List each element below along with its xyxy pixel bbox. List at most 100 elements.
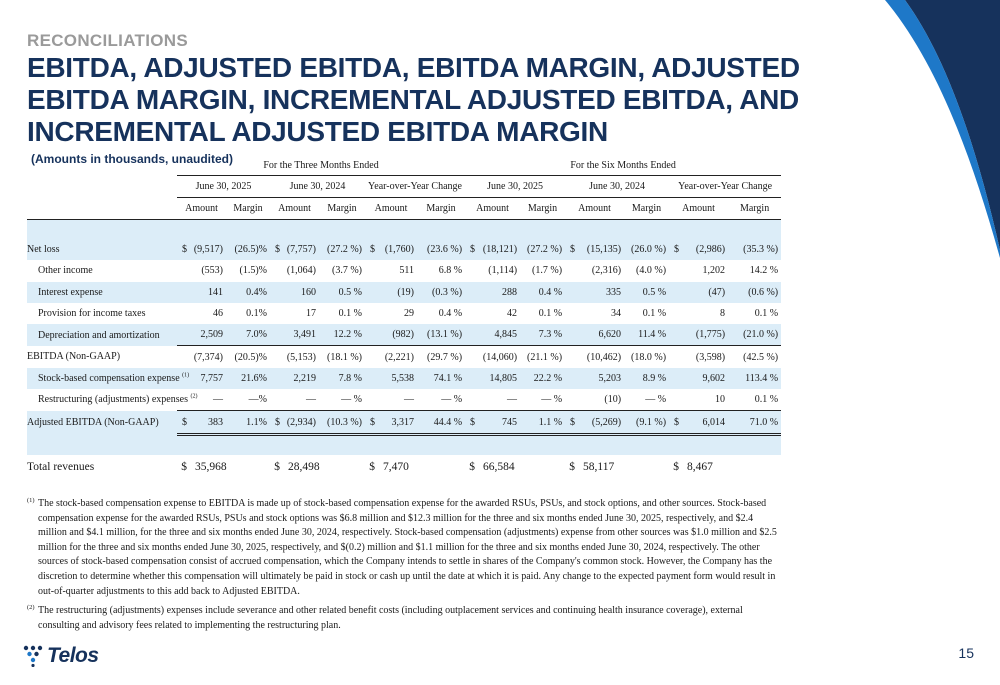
currency-cell [669, 367, 682, 390]
amount-cell: 28,498 [288, 460, 320, 473]
logo-wordmark: Telos [47, 644, 99, 667]
telos-logo-icon [23, 645, 43, 667]
reconciliation-table: For the Three Months Ended For the Six Mo… [27, 156, 782, 479]
group-header: June 30, 2025 [177, 175, 270, 198]
currency-cell [565, 367, 578, 390]
currency-cell [177, 367, 189, 390]
amount-cell: 5,203 [577, 367, 625, 390]
amount-cell: (10) [577, 389, 625, 412]
currency-cell: $ [569, 460, 576, 473]
amount-cell: 58,117 [583, 460, 615, 473]
column-header-margin: Margin [319, 197, 365, 220]
spacer-row [27, 219, 782, 239]
table-row: Provision for income taxes 46 0.1% 17 0.1 % 2… [27, 303, 781, 324]
currency-cell [177, 303, 189, 324]
margin-cell: (29.7 %) [427, 351, 463, 363]
currency-cell: $ [274, 460, 280, 473]
margin-cell: 7.8 % [319, 367, 365, 390]
currency-cell [669, 281, 682, 303]
amount-cell: (2,316) [591, 265, 622, 277]
currency-cell [465, 324, 478, 347]
currency-cell [270, 367, 282, 390]
column-header-amount: Amount [669, 197, 729, 220]
column-header-margin: Margin [728, 197, 782, 220]
amount-cell: (2,221) [384, 351, 414, 363]
amount-cell: 288 [477, 281, 521, 303]
currency-cell [465, 346, 477, 368]
margin-cell [319, 455, 365, 479]
column-header-margin: Margin [624, 197, 670, 220]
row-label: Depreciation and amortization [27, 324, 177, 346]
header-spacer [27, 197, 177, 220]
margin-cell [728, 455, 781, 479]
currency-cell: $ [177, 410, 189, 436]
row-label-text: Adjusted EBITDA (Non-GAAP) [27, 417, 159, 429]
margin-cell: (0.3 %) [417, 281, 466, 303]
amount-cell: 8 [720, 308, 726, 320]
amount-cell: 46 [213, 308, 223, 320]
table-row: Restructuring (adjustments) expenses (2)… [27, 389, 782, 412]
amount-cell: (9,517) [189, 239, 226, 261]
amount-cell: (7,757) [282, 239, 319, 261]
currency-cell: $ [365, 410, 377, 436]
period-header: For the Three Months Ended [177, 156, 466, 176]
currency-cell [565, 346, 577, 368]
footnote-ref: (2) [190, 394, 198, 401]
currency-cell: $ [669, 410, 682, 436]
margin-cell: 0.1 % [538, 308, 563, 320]
currency-cell [177, 260, 189, 281]
currency-cell [365, 346, 377, 368]
currency-cell [669, 346, 681, 368]
amount-cell: 7,757 [189, 367, 226, 390]
footnote-ref: (1) [182, 372, 190, 379]
amount-cell: 335 [577, 281, 625, 303]
amount-cell: (19) [377, 281, 417, 303]
table-row: Adjusted EBITDA (Non-GAAP) $383 1.1% $ (2,93… [27, 410, 782, 436]
margin-cell: (18.1 %) [327, 351, 362, 363]
amount-cell: (15,135) [577, 239, 625, 261]
currency-cell [365, 367, 377, 390]
currency-cell [669, 303, 681, 324]
currency-cell: $ [181, 460, 187, 473]
amount-cell: 6,620 [577, 324, 625, 347]
footnote-text: The stock-based compensation expense to … [38, 498, 777, 597]
currency-cell [177, 389, 189, 412]
footnote: (2) The restructuring (adjustments) expen… [27, 604, 782, 633]
amount-cell: (47) [681, 281, 729, 303]
currency-cell [365, 260, 377, 281]
margin-cell: 12.2 % [319, 324, 365, 347]
empty-cell [27, 434, 782, 455]
row-label: Stock-based compensation expense (1) [27, 367, 189, 390]
group-header: Year-over-Year Change [669, 175, 782, 198]
group-header: June 30, 2024 [565, 175, 670, 198]
currency-cell [465, 367, 478, 390]
row-label: Provision for income taxes [27, 303, 177, 324]
column-header-margin: Margin [520, 197, 566, 220]
total-revenues-row: Total revenues $35,968 $28,498 $7,470 $66,58… [27, 455, 781, 479]
margin-cell [417, 455, 465, 479]
group-header: June 30, 2025 [465, 175, 566, 198]
column-header-amount: Amount [465, 197, 521, 220]
amount-cell: 35,968 [195, 460, 227, 473]
column-header-amount: Amount [177, 197, 226, 220]
margin-cell: (35.3 %) [728, 239, 782, 261]
currency-cell [365, 389, 377, 412]
amount-cell: 511 [399, 265, 414, 277]
row-label: Interest expense [27, 281, 177, 303]
margin-cell: 0.4% [226, 281, 270, 303]
footnote-marker: (2) [27, 604, 35, 612]
amount-cell: 7,470 [383, 460, 409, 473]
group-header: Year-over-Year Change [365, 175, 466, 198]
margin-cell: (1.5)% [239, 265, 268, 277]
margin-cell: 7.0% [226, 324, 270, 347]
group-header-row: June 30, 2025 June 30, 2024 Year-over-Year… [27, 175, 782, 198]
footnote-marker: (1) [27, 497, 35, 504]
amount-cell: (3,598) [695, 351, 726, 363]
margin-cell: (0.6 %) [728, 281, 782, 303]
table-row: EBITDA (Non-GAAP) (7,374) (20.5)% (5,153) (1… [27, 346, 781, 368]
currency-cell [270, 389, 282, 412]
row-label: Net loss [27, 239, 177, 261]
table-row: Other income (553) (1.5)% (1,064) (3.7 %) 511… [27, 260, 781, 281]
amount-cell: — [477, 389, 521, 412]
margin-cell: (21.0 %) [728, 324, 782, 347]
